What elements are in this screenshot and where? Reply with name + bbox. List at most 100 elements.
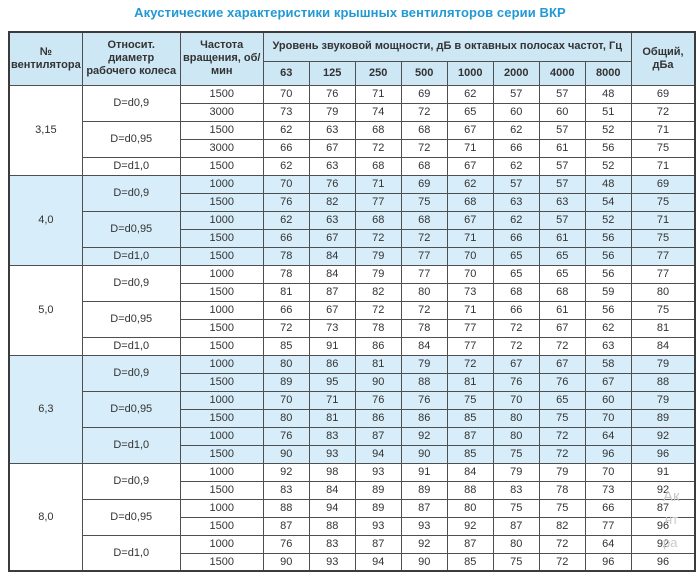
spl-value-cell: 63: [492, 192, 540, 212]
spl-value-cell: 71: [354, 84, 402, 104]
diameter-cell: D=d1,0: [81, 534, 181, 572]
spl-value-cell: 66: [584, 498, 632, 518]
spl-value-cell: 56: [584, 300, 632, 320]
rpm-cell: 1500: [179, 228, 264, 248]
header-fan-number: № вентилятора: [8, 31, 83, 86]
rpm-cell: 1500: [179, 480, 264, 500]
header-sound-power-level: Уровень звуковой мощности, дБ в октавных…: [262, 31, 632, 62]
spl-value-cell: 79: [400, 354, 448, 374]
table-body: 3,15 D=d0,9 1500 70 76 71 69 62 57 57 48 69 3000 73 79…: [8, 84, 696, 572]
total-dba-cell: 96: [630, 552, 696, 572]
spl-value-cell: 90: [400, 552, 448, 572]
spl-value-cell: 54: [584, 192, 632, 212]
diameter-cell: D=d0,9: [81, 174, 181, 212]
total-dba-cell: 92: [630, 426, 696, 446]
rpm-cell: 1000: [179, 300, 264, 320]
diameter-cell: D=d0,9: [81, 84, 181, 122]
spl-value-cell: 70: [492, 390, 540, 410]
spl-value-cell: 72: [538, 552, 586, 572]
table-row: 1500 89 95 90 88 81 76 76 67 88: [9, 372, 696, 392]
spl-value-cell: 76: [262, 534, 310, 554]
rpm-cell: 1500: [179, 444, 264, 464]
total-dba-cell: 79: [630, 390, 696, 410]
total-dba-cell: 96: [630, 444, 696, 464]
spl-value-cell: 62: [446, 84, 494, 104]
spl-value-cell: 89: [354, 480, 402, 500]
header-freq-1000: 1000: [446, 60, 494, 86]
spl-value-cell: 60: [584, 390, 632, 410]
fan-size-cell: 4,0: [8, 174, 83, 266]
spl-value-cell: 89: [354, 498, 402, 518]
spl-value-cell: 61: [538, 300, 586, 320]
spl-value-cell: 85: [446, 444, 494, 464]
spl-value-cell: 67: [446, 210, 494, 230]
total-dba-cell: 77: [630, 264, 696, 284]
spl-value-cell: 78: [354, 318, 402, 338]
spl-value-cell: 84: [308, 480, 356, 500]
spl-value-cell: 57: [538, 174, 586, 194]
spl-value-cell: 76: [492, 372, 540, 392]
spl-value-cell: 79: [492, 462, 540, 482]
table-row: 1500 81 87 82 80 73 68 68 59 80: [9, 282, 696, 302]
spl-value-cell: 66: [492, 228, 540, 248]
spl-value-cell: 72: [354, 228, 402, 248]
spl-value-cell: 65: [538, 390, 586, 410]
spl-value-cell: 80: [492, 426, 540, 446]
total-dba-cell: 84: [630, 336, 696, 356]
table-row: 1500 87 88 93 93 92 87 82 77 96: [9, 516, 696, 536]
spl-value-cell: 63: [584, 336, 632, 356]
spl-value-cell: 82: [538, 516, 586, 536]
spl-value-cell: 88: [400, 372, 448, 392]
rpm-cell: 1500: [179, 552, 264, 572]
spl-value-cell: 80: [400, 282, 448, 302]
spl-value-cell: 72: [400, 300, 448, 320]
spl-value-cell: 76: [308, 174, 356, 194]
total-dba-cell: 96: [630, 516, 696, 536]
spl-value-cell: 92: [446, 516, 494, 536]
spl-value-cell: 87: [400, 498, 448, 518]
spl-value-cell: 71: [354, 174, 402, 194]
spl-value-cell: 81: [262, 282, 310, 302]
table-row: 3000 66 67 72 72 71 66 61 56 75: [9, 138, 696, 158]
spl-value-cell: 76: [354, 390, 402, 410]
spl-value-cell: 67: [538, 318, 586, 338]
spl-value-cell: 87: [262, 516, 310, 536]
spl-value-cell: 80: [492, 408, 540, 428]
spl-value-cell: 62: [262, 156, 310, 176]
spl-value-cell: 98: [308, 462, 356, 482]
spl-value-cell: 76: [262, 192, 310, 212]
spl-value-cell: 96: [584, 552, 632, 572]
spl-value-cell: 65: [538, 246, 586, 266]
diameter-cell: D=d1,0: [81, 426, 181, 464]
table-row: D=d1,0 1500 85 91 86 84 77 72 72 63 84: [9, 336, 696, 356]
header-total-dba: Общий, дБа: [630, 31, 696, 86]
spl-value-cell: 81: [446, 372, 494, 392]
spl-value-cell: 67: [446, 120, 494, 140]
spl-value-cell: 61: [538, 138, 586, 158]
spl-value-cell: 68: [400, 210, 448, 230]
table-row: 1500 76 82 77 75 68 63 63 54 75: [9, 192, 696, 212]
spl-value-cell: 63: [538, 192, 586, 212]
spl-value-cell: 73: [584, 480, 632, 500]
spl-value-cell: 60: [492, 102, 540, 122]
acoustic-characteristics-table: № вентилятора Относит. диаметр рабочего …: [8, 31, 697, 572]
total-dba-cell: 91: [630, 462, 696, 482]
spl-value-cell: 57: [538, 156, 586, 176]
table-row: 1500 72 73 78 78 77 72 67 62 81: [9, 318, 696, 338]
spl-value-cell: 81: [308, 408, 356, 428]
spl-value-cell: 72: [354, 138, 402, 158]
table-row: D=d1,0 1000 76 83 87 92 87 80 72 64 92: [9, 426, 696, 464]
spl-value-cell: 93: [400, 516, 448, 536]
spl-value-cell: 59: [584, 282, 632, 302]
spl-value-cell: 62: [446, 174, 494, 194]
spl-value-cell: 85: [446, 552, 494, 572]
spl-value-cell: 68: [446, 192, 494, 212]
spl-value-cell: 75: [538, 408, 586, 428]
spl-value-cell: 76: [308, 84, 356, 104]
table-row: 1500 80 81 86 86 85 80 75 70 89: [9, 408, 696, 428]
spl-value-cell: 60: [538, 102, 586, 122]
spl-value-cell: 73: [262, 102, 310, 122]
spl-value-cell: 56: [584, 138, 632, 158]
spl-value-cell: 56: [584, 264, 632, 284]
spl-value-cell: 90: [400, 444, 448, 464]
